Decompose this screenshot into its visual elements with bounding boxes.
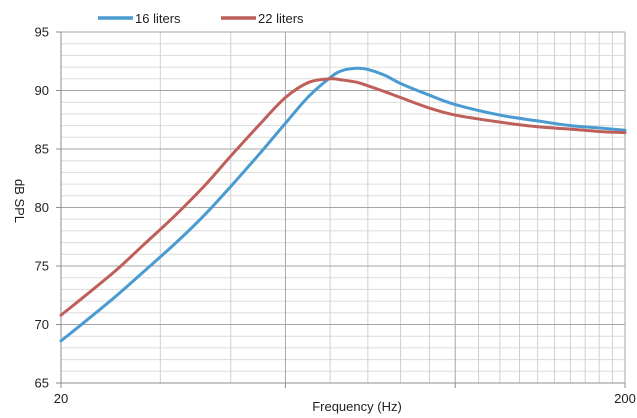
legend: 16 liters 22 liters bbox=[98, 11, 304, 26]
y-tick-label: 75 bbox=[35, 259, 49, 274]
y-tick-label: 95 bbox=[35, 25, 49, 40]
grid bbox=[60, 31, 626, 384]
y-tick-label: 70 bbox=[35, 317, 49, 332]
y-tick-label: 65 bbox=[35, 376, 49, 391]
legend-label-2: 22 liters bbox=[258, 11, 304, 26]
x-tick-label: 200 bbox=[614, 391, 636, 406]
series-group bbox=[59, 66, 627, 343]
y-tick-label: 85 bbox=[35, 142, 49, 157]
y-tick-label: 90 bbox=[35, 83, 49, 98]
y-axis-ticks: 65 70 75 80 85 90 95 bbox=[35, 25, 61, 391]
x-tick-label: 20 bbox=[54, 391, 68, 406]
x-axis-label: Frequency (Hz) bbox=[312, 399, 402, 414]
x-axis-ticks: 20 200 bbox=[54, 383, 636, 406]
legend-label-1: 16 liters bbox=[135, 11, 181, 26]
series-line-1 bbox=[59, 66, 627, 343]
y-tick-label: 80 bbox=[35, 200, 49, 215]
series-line-2 bbox=[59, 77, 627, 317]
y-axis-label: dB SPL bbox=[12, 179, 27, 223]
